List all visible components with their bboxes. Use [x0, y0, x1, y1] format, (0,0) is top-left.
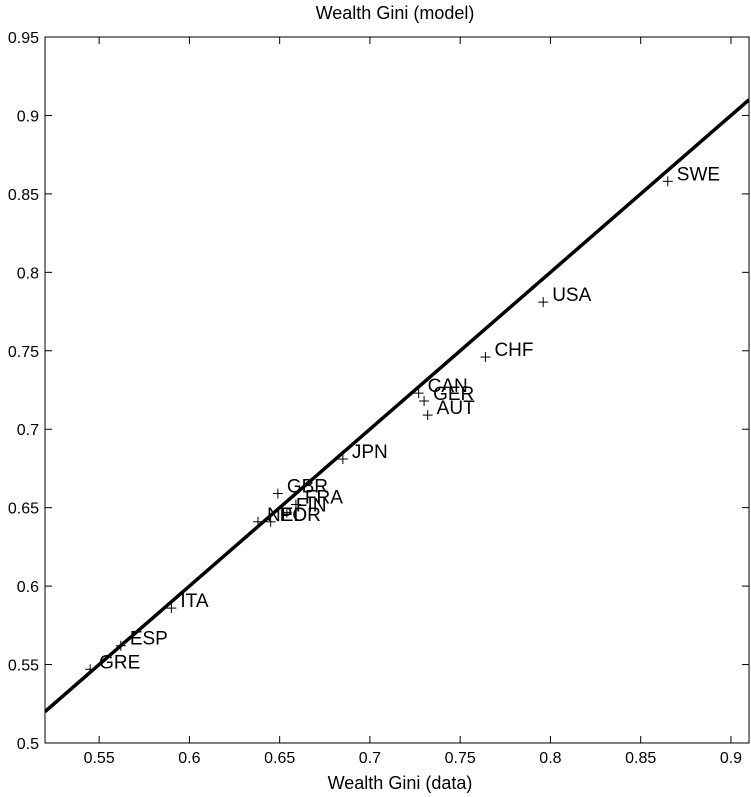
- x-tick-label: 0.7: [359, 750, 381, 767]
- x-tick-label: 0.85: [625, 750, 656, 767]
- y-tick-label: 0.85: [8, 187, 39, 204]
- x-tick-label: 0.9: [720, 750, 742, 767]
- point-ita: ITA: [166, 591, 209, 614]
- x-axis-label: Wealth Gini (data): [328, 773, 473, 793]
- x-tick-label: 0.65: [264, 750, 295, 767]
- point-label: CHF: [494, 340, 533, 361]
- point-label: NED: [267, 505, 307, 526]
- point-label: USA: [552, 285, 591, 306]
- point-label: CAN: [428, 376, 468, 397]
- point-ned: NED: [253, 505, 307, 527]
- point-label: FIN: [296, 495, 327, 516]
- fit-line: [45, 98, 749, 713]
- point-gbr: GBR: [272, 477, 328, 499]
- y-tick-label: 0.95: [8, 30, 39, 47]
- point-esp: ESP: [115, 629, 168, 651]
- point-label: JPN: [352, 442, 388, 463]
- point-label: GBR: [287, 477, 328, 498]
- y-tick-label: 0.7: [17, 422, 39, 439]
- y-tick-label: 0.8: [17, 265, 39, 282]
- point-can: CAN: [413, 376, 468, 399]
- y-tick-label: 0.55: [8, 658, 39, 675]
- point-ger: GER: [419, 384, 474, 406]
- point-swe: SWE: [662, 164, 720, 187]
- ticks-layer: 0.55 0.6 0.65 0.7 0.75 0.8 0.85 0.9 0.5 0.55 0.6 0.…: [8, 30, 749, 767]
- x-tick-label: 0.75: [445, 750, 476, 767]
- point-label: ESP: [130, 629, 168, 650]
- point-label: AUT: [437, 398, 475, 419]
- y-tick-label: 0.65: [8, 501, 39, 518]
- point-fin: FIN: [281, 495, 327, 518]
- point-fra: FRA: [290, 488, 343, 510]
- point-jpn: JPN: [337, 442, 388, 465]
- x-tick-label: 0.8: [539, 750, 561, 767]
- y-tick-label: 0.6: [17, 579, 39, 596]
- y-tick-label: 0.75: [8, 344, 39, 361]
- point-chf: CHF: [480, 340, 534, 363]
- point-usa: USA: [538, 285, 592, 308]
- point-label: POR: [280, 505, 321, 526]
- x-tick-label: 0.6: [178, 750, 200, 767]
- point-label: FRA: [305, 488, 343, 509]
- point-label: GER: [433, 384, 474, 405]
- y-tick-label: 0.5: [17, 736, 39, 753]
- point-label: GRE: [99, 652, 140, 673]
- point-gre: GRE: [85, 652, 140, 675]
- plot-frame: [44, 36, 750, 744]
- fit-line-layer: [45, 98, 749, 713]
- x-tick-label: 0.55: [84, 750, 115, 767]
- point-label: SWE: [677, 164, 720, 185]
- y-tick-label: 0.9: [17, 108, 39, 125]
- point-label: ITA: [180, 591, 208, 612]
- point-aut: AUT: [422, 398, 475, 421]
- chart-title: Wealth Gini (model): [316, 3, 475, 23]
- point-por: POR: [265, 505, 321, 527]
